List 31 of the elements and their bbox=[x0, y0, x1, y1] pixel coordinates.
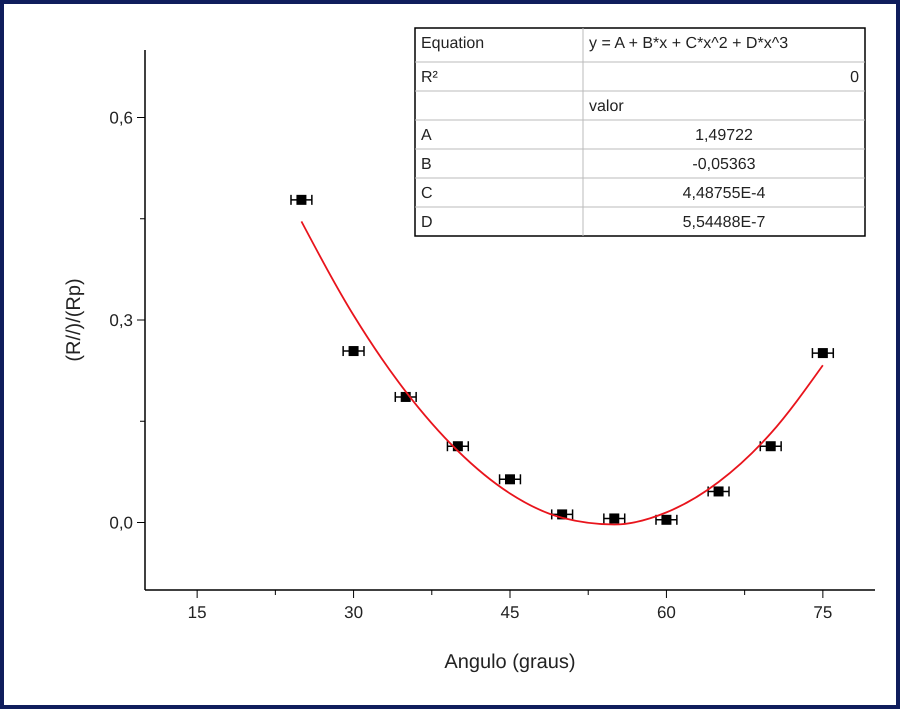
point bbox=[348, 346, 359, 356]
point bbox=[766, 441, 776, 452]
point bbox=[714, 486, 724, 496]
point bbox=[296, 194, 306, 205]
y-tick-label: 0,0 bbox=[109, 514, 133, 532]
annotation: A bbox=[421, 127, 432, 144]
annotation: valor bbox=[589, 98, 624, 115]
x-tick-label: 60 bbox=[656, 603, 676, 622]
x-tick-label: 75 bbox=[813, 603, 832, 622]
annotation: 1,49722 bbox=[695, 127, 754, 144]
point bbox=[818, 348, 828, 358]
y-axis-title: (R//)/(Rp) bbox=[63, 278, 85, 362]
x-axis-title: Angulo (graus) bbox=[444, 651, 576, 673]
y-tick-label: 0,3 bbox=[109, 311, 133, 330]
point bbox=[609, 513, 620, 524]
annotation: Equation bbox=[421, 35, 484, 52]
y-tick-label: 0,6 bbox=[109, 108, 133, 128]
annotation: 0 bbox=[850, 69, 860, 86]
annotation: -0,05363 bbox=[692, 156, 756, 173]
annotation: 5,54488E-7 bbox=[682, 214, 766, 231]
annotation: 4,48755E-4 bbox=[682, 185, 766, 202]
point bbox=[505, 474, 515, 484]
annotation: y = A + B*x + C*x^2 + D*x^3 bbox=[589, 35, 788, 52]
annotation: R² bbox=[421, 69, 439, 86]
x-tick-label: 30 bbox=[344, 603, 364, 622]
x-tick-label: 15 bbox=[188, 603, 207, 622]
point bbox=[661, 514, 672, 525]
x-tick-label: 45 bbox=[500, 603, 520, 622]
annotation: B bbox=[421, 156, 432, 173]
annotation: D bbox=[421, 214, 433, 231]
annotation: C bbox=[421, 185, 433, 202]
